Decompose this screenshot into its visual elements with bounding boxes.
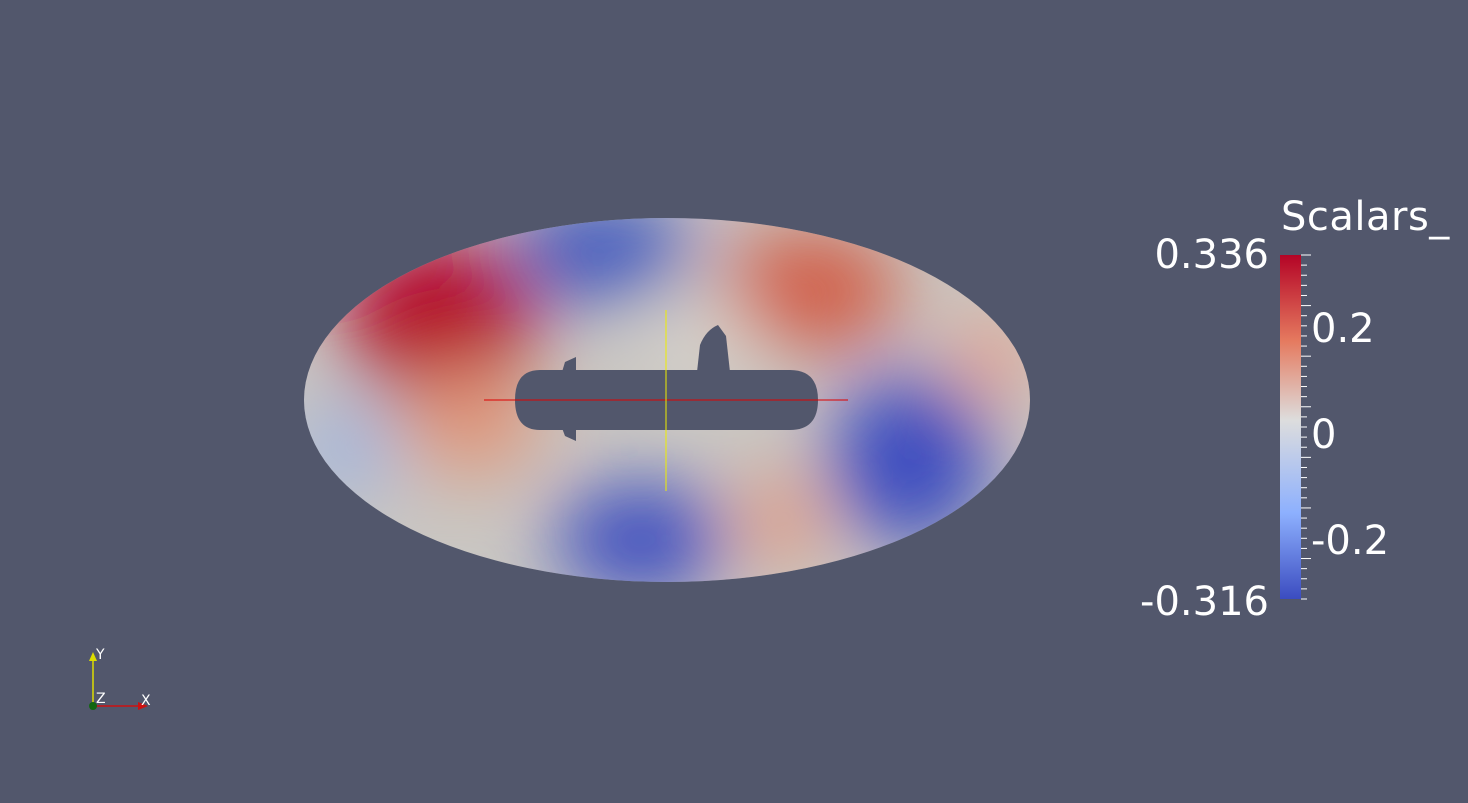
scalar-bar-min-label: -0.316 <box>1140 579 1269 625</box>
orientation-y-arrow <box>89 652 97 661</box>
orientation-x-label: X <box>141 693 151 709</box>
scalar-bar-tick-label: -0.2 <box>1311 518 1390 564</box>
scalar-bar-tick-label: 0 <box>1311 412 1337 458</box>
orientation-axes-widget <box>89 652 148 710</box>
scalar-bar-ticks <box>1301 254 1311 600</box>
orientation-y-label: Y <box>96 647 105 663</box>
scalar-bar-max-label: 0.336 <box>1154 232 1269 278</box>
scalar-bar-title: Scalars_ <box>1281 194 1450 240</box>
orientation-z-dot <box>89 702 97 710</box>
scalar-bar-gradient <box>1280 255 1301 599</box>
orientation-x-arrow <box>138 702 148 710</box>
scalar-surface <box>304 218 1030 582</box>
orientation-z-label: Z <box>96 691 106 707</box>
scalar-bar-tick-label: 0.2 <box>1311 306 1375 352</box>
